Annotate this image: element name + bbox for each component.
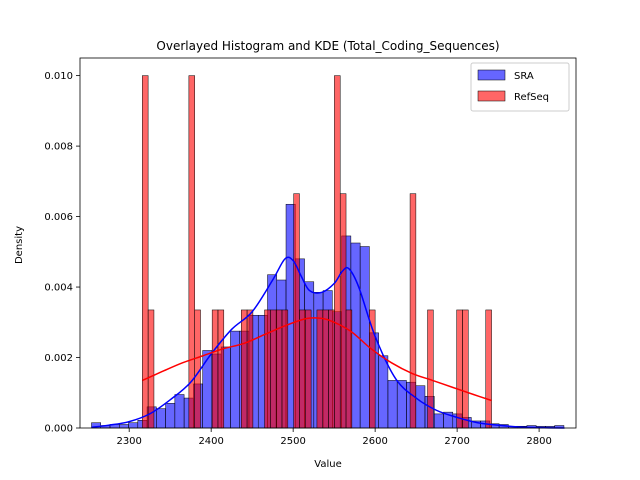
x-tick-label-4: 2700 (444, 436, 469, 447)
bar-refseq-34 (339, 193, 347, 429)
bar-refseq-22 (270, 309, 277, 429)
bar-refseq-18 (246, 309, 254, 429)
kde-lines (91, 256, 565, 429)
bar-refseq-26 (293, 193, 300, 429)
x-tick-label-0: 2300 (116, 436, 141, 447)
x-axis-label: Value (314, 459, 341, 470)
kde-line-sra (91, 256, 565, 429)
bar-sra-33 (396, 380, 407, 429)
bar-refseq-12 (211, 309, 219, 429)
x-tick-label-3: 2600 (362, 436, 387, 447)
bar-sra-29 (359, 246, 370, 429)
y-tick-label-2: 0.004 (44, 283, 73, 294)
y-axis-label: Density (14, 226, 25, 264)
bar-refseq-46 (409, 193, 417, 429)
bar-refseq-0 (142, 75, 149, 429)
legend-swatch-refseq (477, 90, 506, 102)
x-tick-label-1: 2400 (198, 436, 223, 447)
bar-refseq-8 (188, 75, 195, 429)
plot-frame (79, 57, 577, 429)
y-tick-label-5: 0.010 (44, 71, 73, 82)
bar-sra-4 (128, 422, 139, 429)
bar-sra-3 (119, 424, 129, 429)
bar-refseq-35 (345, 309, 353, 429)
bar-refseq-21 (264, 309, 271, 429)
legend-label-sra: SRA (514, 71, 534, 82)
bar-refseq-13 (217, 309, 225, 429)
bar-refseq-17 (241, 309, 248, 429)
bar-sra-35 (415, 385, 426, 429)
bar-refseq-59 (485, 309, 492, 429)
bar-refseq-55 (462, 309, 469, 429)
bar-refseq-30 (316, 309, 323, 429)
bar-refseq-24 (281, 309, 289, 429)
bar-sra-9 (174, 394, 185, 429)
legend-label-refseq: RefSeq (514, 92, 549, 103)
bar-sra-8 (165, 403, 176, 429)
y-tick-label-4: 0.008 (44, 142, 73, 153)
bar-refseq-54 (456, 309, 463, 429)
bar-sra-32 (387, 380, 398, 429)
axes (79, 57, 577, 429)
chart-title: Overlayed Histogram and KDE (Total_Codin… (156, 39, 499, 53)
bar-sra-37 (434, 413, 444, 429)
bar-sra-12 (202, 350, 213, 429)
bar-refseq-28 (305, 309, 312, 429)
bar-refseq-27 (299, 309, 306, 429)
ticks: 2300 2400 2500 2600 2700 2800 0.000 0.002 0.004 0… (44, 71, 551, 447)
bar-sra-7 (156, 408, 166, 429)
bar-sra-31 (378, 355, 389, 429)
y-tick-label-0: 0.000 (44, 424, 73, 435)
kde-line-refseq (142, 317, 492, 402)
bar-refseq-9 (194, 309, 201, 429)
bar-refseq-32 (328, 309, 335, 429)
legend-swatch-sra (477, 69, 506, 81)
x-tick-label-2: 2500 (280, 436, 305, 447)
histogram-bars (91, 75, 565, 429)
y-tick-label-3: 0.006 (44, 212, 73, 223)
bar-refseq-33 (334, 75, 341, 429)
legend: SRA RefSeq (470, 62, 570, 112)
x-tick-label-5: 2800 (526, 436, 551, 447)
y-tick-label-1: 0.002 (44, 353, 73, 364)
bar-refseq-49 (427, 309, 434, 429)
bar-refseq-1 (147, 309, 155, 429)
bar-refseq-31 (322, 309, 329, 429)
